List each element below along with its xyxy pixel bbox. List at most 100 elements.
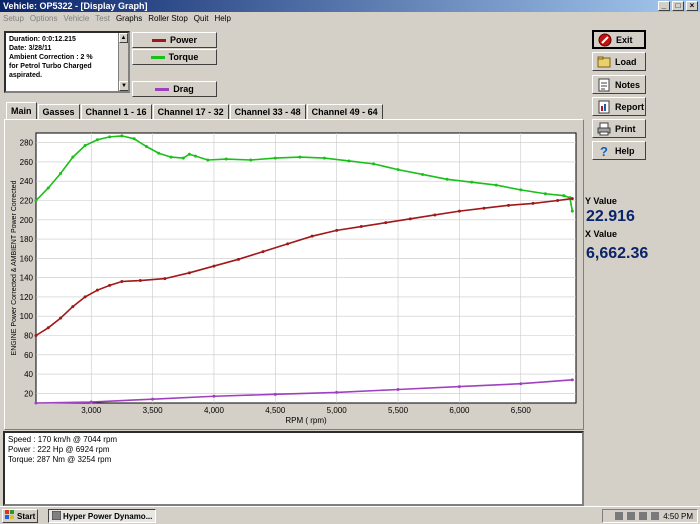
y-tick-label: 40 (24, 370, 33, 379)
report-icon (597, 100, 611, 114)
legend-drag-button[interactable]: Drag (132, 81, 217, 97)
maximize-button[interactable]: □ (672, 1, 684, 11)
power-data-point (482, 206, 486, 210)
legend-power-button[interactable]: Power (132, 32, 217, 48)
power-data-point (108, 283, 112, 287)
load-button[interactable]: Load (592, 52, 646, 71)
power-data-point (384, 221, 388, 225)
torque-data-point (273, 156, 277, 160)
antivirus-icon[interactable] (627, 512, 636, 520)
torque-data-point (470, 180, 474, 184)
tab-gasses[interactable]: Gasses (37, 104, 80, 120)
legend-torque-label: Torque (168, 52, 199, 62)
power-data-point (59, 316, 63, 320)
torque-data-point (169, 155, 173, 159)
menu-vehicle[interactable]: Vehicle (63, 14, 90, 23)
network-icon[interactable] (615, 512, 624, 520)
power-data-point (408, 217, 412, 221)
close-button[interactable]: × (686, 1, 698, 11)
load-label: Load (615, 56, 637, 67)
menu-help[interactable]: Help (214, 14, 231, 23)
print-icon (597, 122, 611, 136)
drag-data-point (151, 397, 155, 401)
torque-data-point (83, 144, 87, 148)
y-tick-label: 120 (20, 293, 34, 302)
taskbar-app-label: Hyper Power Dynamo... (63, 511, 153, 521)
power-data-point (187, 271, 191, 275)
volume-icon[interactable] (639, 512, 648, 520)
info-duration: Duration: 0:0:12.215 (9, 36, 76, 43)
torque-data-point (322, 156, 326, 160)
y-tick-label: 180 (20, 235, 34, 244)
y-tick-label: 200 (20, 216, 34, 225)
menu-options[interactable]: Options (29, 14, 58, 23)
drag-data-point (335, 390, 339, 394)
y-value: 22.916 (586, 208, 635, 225)
torque-data-point (421, 172, 425, 176)
run-info-box[interactable]: Duration: 0:0:12.215 Date: 3/28/11 Ambie… (4, 31, 130, 93)
summary-power: Power : 222 Hp @ 6924 rpm (8, 445, 110, 454)
torque-data-point (519, 188, 523, 192)
menu-setup[interactable]: Setup (3, 14, 24, 23)
system-tray: 4:50 PM (602, 509, 698, 523)
x-axis-label: RPM ( rpm) (285, 416, 327, 425)
report-label: Report (615, 101, 644, 112)
plot-area (35, 132, 577, 404)
battery-icon[interactable] (651, 512, 660, 520)
legend-torque-button[interactable]: Torque (132, 49, 217, 65)
torque-swatch (150, 55, 165, 59)
power-data-point (95, 288, 99, 292)
help-button[interactable]: ? Help (592, 141, 646, 160)
x-tick-label: 6,500 (511, 406, 532, 415)
info-aspiration: aspirated. (9, 72, 43, 79)
menu-quit[interactable]: Quit (193, 14, 209, 23)
x-tick-label: 6,000 (449, 406, 470, 415)
svg-text:?: ? (600, 144, 608, 158)
tab-channel-17-32[interactable]: Channel 17 - 32 (152, 104, 229, 120)
y-value-label: Y Value (585, 196, 617, 206)
taskbar: Start Hyper Power Dynamo... 4:50 PM (0, 506, 700, 524)
start-label: Start (17, 511, 36, 521)
menu-bar: Setup Options Vehicle Test Graphs Roller… (0, 12, 700, 26)
report-button[interactable]: Report (592, 97, 646, 116)
scroll-down-icon[interactable]: ▼ (119, 81, 128, 91)
notes-button[interactable]: Notes (592, 75, 646, 94)
torque-data-point (132, 137, 136, 141)
legend-drag-label: Drag (173, 84, 194, 94)
torque-data-point (34, 199, 38, 202)
power-data-point (457, 209, 461, 213)
print-button[interactable]: Print (592, 119, 646, 138)
tab-channel-33-48[interactable]: Channel 33 - 48 (229, 104, 306, 120)
taskbar-app-button[interactable]: Hyper Power Dynamo... (48, 509, 156, 523)
dyno-chart[interactable]: 20 40 60 80 100 120 140 160 180 200 220 240 260 280 3,… (4, 119, 584, 430)
torque-data-point (59, 172, 63, 175)
drag-data-point (519, 382, 523, 386)
summary-scrollbar[interactable] (584, 431, 590, 506)
tab-channel-49-64[interactable]: Channel 49 - 64 (306, 104, 383, 120)
x-tick-label: 3,500 (143, 406, 164, 415)
results-summary[interactable]: Speed : 170 km/h @ 7044 rpm Power : 222 … (3, 431, 584, 506)
title-bar: Vehicle: OP5322 - [Display Graph] _ □ × (0, 0, 700, 12)
info-engine-type: for Petrol Turbo Charged (9, 63, 92, 70)
power-data-point (359, 225, 363, 229)
menu-roller-stop[interactable]: Roller Stop (148, 14, 188, 23)
window-controls: _ □ × (658, 1, 698, 11)
tab-channel-1-16[interactable]: Channel 1 - 16 (80, 104, 152, 120)
power-data-point (237, 257, 240, 261)
x-value: 6,662.36 (586, 245, 649, 262)
menu-graphs[interactable]: Graphs (115, 14, 143, 23)
start-button[interactable]: Start (2, 509, 38, 523)
window-title: Vehicle: OP5322 - [Display Graph] (3, 1, 148, 11)
torque-data-point (372, 162, 375, 166)
power-data-point (46, 326, 50, 330)
tab-main[interactable]: Main (6, 102, 37, 120)
torque-data-point (120, 134, 124, 138)
minimize-button[interactable]: _ (658, 1, 670, 11)
y-tick-label: 60 (24, 351, 33, 360)
torque-data-point (187, 152, 191, 156)
info-scrollbar[interactable]: ▲ ▼ (118, 33, 128, 91)
exit-button[interactable]: Exit (592, 30, 646, 49)
app-icon (51, 510, 62, 522)
scroll-up-icon[interactable]: ▲ (119, 33, 128, 43)
menu-test[interactable]: Test (95, 14, 110, 23)
